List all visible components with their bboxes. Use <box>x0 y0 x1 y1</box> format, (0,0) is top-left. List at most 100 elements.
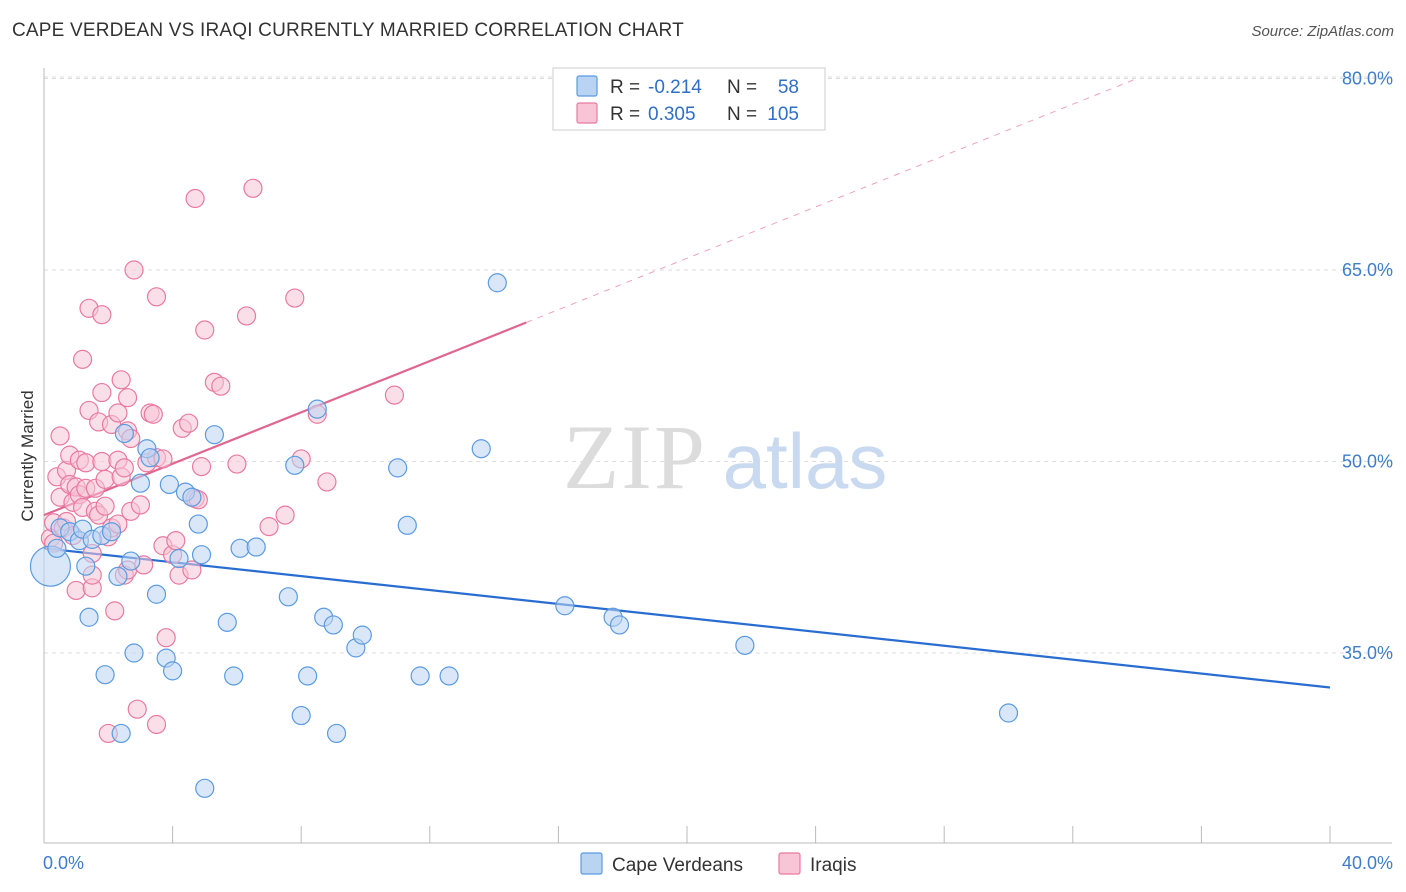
point-cape-verdean-45 <box>388 458 408 478</box>
point-cape-verdean-31 <box>217 612 237 632</box>
point-cape-verdean-36 <box>285 455 305 475</box>
legend-r-value-2: 0.305 <box>648 104 696 125</box>
point-cape-verdean-47 <box>410 666 430 686</box>
y-tick-label-3: 80.0% <box>1342 69 1393 89</box>
point-iraqi-59 <box>146 714 167 735</box>
chart-source: Source: ZipAtlas.com <box>1251 23 1394 40</box>
point-cape-verdean-20 <box>146 584 167 604</box>
tick-labels: 35.0% 50.0% 65.0% 80.0% 0.0% 40.0% <box>43 69 1393 874</box>
point-iraqi-39 <box>105 601 125 621</box>
point-cape-verdean-10 <box>95 665 115 685</box>
point-iraqi-70 <box>182 560 202 580</box>
point-cape-verdean-32 <box>224 666 244 686</box>
point-iraqi-58 <box>143 404 163 424</box>
point-iraqi-52 <box>124 260 144 280</box>
point-cape-verdean-23 <box>163 661 183 681</box>
point-cape-verdean-34 <box>246 537 266 557</box>
y-tick-label-1: 50.0% <box>1342 452 1393 472</box>
point-iraqi-30 <box>92 451 112 472</box>
watermark-atlas: atlas <box>723 417 888 505</box>
point-cape-verdean-26 <box>182 487 202 507</box>
point-cape-verdean-24 <box>169 548 189 569</box>
point-cape-verdean-35 <box>278 587 298 607</box>
legend-n-label-2: N = <box>727 104 757 125</box>
point-iraqi-45 <box>114 458 134 478</box>
point-iraqi-71 <box>185 188 205 209</box>
point-cape-verdean-7 <box>79 607 99 627</box>
point-cape-verdean-46 <box>397 515 417 535</box>
point-iraqi-82 <box>275 505 295 525</box>
point-iraqi-75 <box>195 320 215 340</box>
point-iraqi-19 <box>76 453 96 473</box>
point-iraqi-43 <box>111 370 131 390</box>
legend-r-label-2: R = <box>610 104 640 125</box>
trend-lines <box>43 78 1331 689</box>
point-cape-verdean-11 <box>101 522 122 542</box>
point-iraqi-79 <box>236 306 257 326</box>
point-iraqi-53 <box>127 699 147 719</box>
point-cape-verdean-12 <box>108 566 128 587</box>
point-cape-verdean-37 <box>291 705 311 726</box>
point-iraqi-40 <box>108 403 128 423</box>
legend-r-value-1: -0.214 <box>648 77 702 98</box>
axes <box>43 68 1392 844</box>
point-iraqi-81 <box>259 517 279 537</box>
legend-n-label-1: N = <box>727 77 757 98</box>
point-iraqi-54 <box>130 495 151 515</box>
correlation-legend: R = -0.214 N = 58 R = 0.305 N = 105 <box>552 67 826 131</box>
point-iraqi-33 <box>95 469 115 489</box>
point-cape-verdean-14 <box>114 423 134 444</box>
point-cape-verdean-42 <box>326 723 347 744</box>
data-points <box>29 178 1019 798</box>
point-iraqi-47 <box>117 388 138 408</box>
point-cape-verdean-29 <box>195 778 215 798</box>
point-iraqi-17 <box>72 349 93 369</box>
point-iraqi-66 <box>166 531 186 551</box>
watermark-zip: ZIP <box>563 406 707 508</box>
series-legend-label-iraqis: Iraqis <box>810 855 856 876</box>
point-cape-verdean-41 <box>323 615 343 635</box>
point-iraqi-77 <box>211 376 231 396</box>
point-iraqi-60 <box>146 287 167 307</box>
legend-n-value-2: 105 <box>767 104 799 125</box>
series-legend: Cape Verdeans Iraqis <box>580 852 856 876</box>
point-iraqi-32 <box>92 305 112 325</box>
legend-swatch-iraqis <box>576 102 598 124</box>
point-cape-verdean-38 <box>298 666 318 686</box>
point-iraqi-74 <box>191 457 212 477</box>
point-iraqi-78 <box>227 454 247 474</box>
grid-lines <box>44 76 1392 654</box>
trend-line-cape-verdean <box>43 547 1331 689</box>
point-iraqi-83 <box>285 288 305 308</box>
y-tick-label-0: 35.0% <box>1342 643 1393 663</box>
series-legend-swatch-iraqis <box>778 852 801 875</box>
point-cape-verdean-49 <box>471 439 491 459</box>
series-legend-swatch-cape-verdeans <box>580 852 603 875</box>
point-cape-verdean-19 <box>140 448 160 468</box>
trend-line-extension-iraqi <box>526 78 1138 323</box>
point-iraqi-87 <box>384 385 405 405</box>
watermark: ZIP atlas <box>563 406 887 508</box>
series-legend-label-cape-verdeans: Cape Verdeans <box>612 855 743 876</box>
point-cape-verdean-39 <box>307 399 327 419</box>
point-cape-verdean-16 <box>124 643 144 663</box>
legend-r-label-1: R = <box>610 77 640 98</box>
point-cape-verdean-22 <box>159 474 179 495</box>
x-tick-label-max: 40.0% <box>1342 853 1393 873</box>
legend-swatch-cape-verdeans <box>576 75 598 97</box>
point-cape-verdean-48 <box>439 666 459 686</box>
point-cape-verdean-44 <box>352 625 372 645</box>
point-iraqi-14 <box>66 580 86 601</box>
point-cape-verdean-30 <box>204 425 224 445</box>
point-iraqi-80 <box>243 178 263 198</box>
point-iraqi-31 <box>92 382 112 403</box>
legend-n-value-1: 58 <box>778 77 799 98</box>
point-cape-verdean-17 <box>130 473 151 493</box>
x-tick-label-min: 0.0% <box>43 853 84 873</box>
point-cape-verdean-51 <box>555 596 575 616</box>
point-iraqi-69 <box>179 413 199 433</box>
point-cape-verdean-54 <box>735 635 755 655</box>
point-iraqi-5 <box>50 426 70 446</box>
point-cape-verdean-15 <box>121 551 141 571</box>
